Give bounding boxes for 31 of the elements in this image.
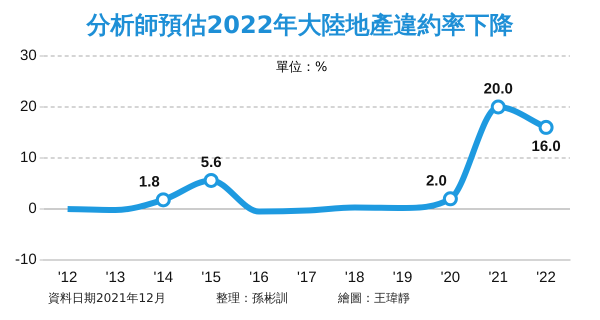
chart-title: 分析師預估2022年大陸地產違約率下降: [85, 10, 514, 41]
annotation: 單位：%: [276, 59, 328, 76]
point: [538, 120, 554, 135]
y-tick-label: 10: [20, 149, 37, 166]
x-tick-label: '16: [249, 269, 269, 286]
x-tick-label: '20: [440, 269, 460, 286]
x-tick-label: '17: [297, 269, 317, 286]
y-tick-label: 20: [20, 98, 37, 116]
text: 繪圖：王瑋靜: [338, 290, 410, 307]
x-tick-label: '13: [106, 269, 126, 286]
x-tick-label: '21: [488, 269, 508, 286]
point: [490, 100, 506, 114]
point: [442, 191, 458, 206]
text: 資料日期2021年12月: [48, 290, 166, 307]
x-tick-label: '15: [201, 269, 221, 286]
data-label: 20.0: [484, 80, 513, 98]
x-tick-label: '14: [154, 269, 174, 286]
y-tick-label: 0: [28, 200, 37, 218]
x-tick-label: '12: [58, 269, 78, 286]
y-tick-label: 30: [20, 47, 37, 64]
data-label: 5.6: [200, 154, 222, 172]
y-tick-label: -10: [14, 251, 37, 268]
x-tick-label: '22: [536, 269, 556, 286]
point: [156, 192, 171, 208]
x-tick-label: '19: [392, 269, 412, 286]
data-label: 16.0: [531, 138, 561, 156]
point: [204, 172, 219, 188]
x-tick-label: '18: [344, 269, 364, 286]
data-label: 1.8: [138, 173, 160, 190]
text: 整理：孫彬訓: [216, 290, 288, 307]
data-label: 2.0: [426, 172, 447, 190]
